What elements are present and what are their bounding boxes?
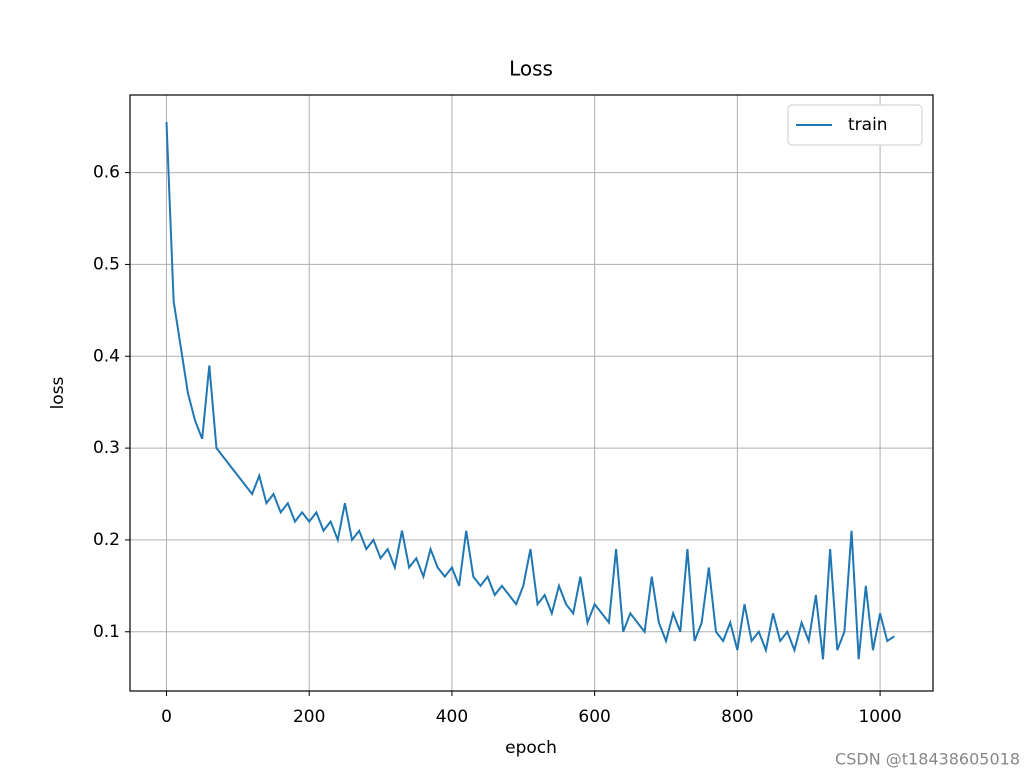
y-axis-label: loss	[48, 376, 68, 409]
watermark: CSDN @t18438605018	[835, 750, 1020, 769]
legend-box	[787, 104, 923, 146]
legend-label: train	[848, 115, 888, 135]
x-tick-label: 1000	[858, 707, 901, 727]
x-tick-label: 400	[436, 707, 468, 727]
x-tick-label: 0	[161, 707, 172, 727]
x-tick-label: 600	[578, 707, 610, 727]
x-tick-label: 200	[293, 707, 325, 727]
y-tick-label: 0.6	[93, 163, 120, 183]
plot-frame	[129, 94, 934, 692]
x-tick-label: 800	[721, 707, 753, 727]
y-tick-label: 0.3	[93, 438, 120, 458]
data-line	[165, 122, 895, 660]
x-axis-label: epoch	[505, 738, 557, 758]
y-tick-label: 0.2	[93, 530, 120, 550]
y-tick-label: 0.5	[93, 254, 120, 274]
y-tick-label: 0.1	[93, 622, 120, 642]
chart-title: Loss	[509, 57, 553, 81]
y-tick-label: 0.4	[93, 346, 120, 366]
